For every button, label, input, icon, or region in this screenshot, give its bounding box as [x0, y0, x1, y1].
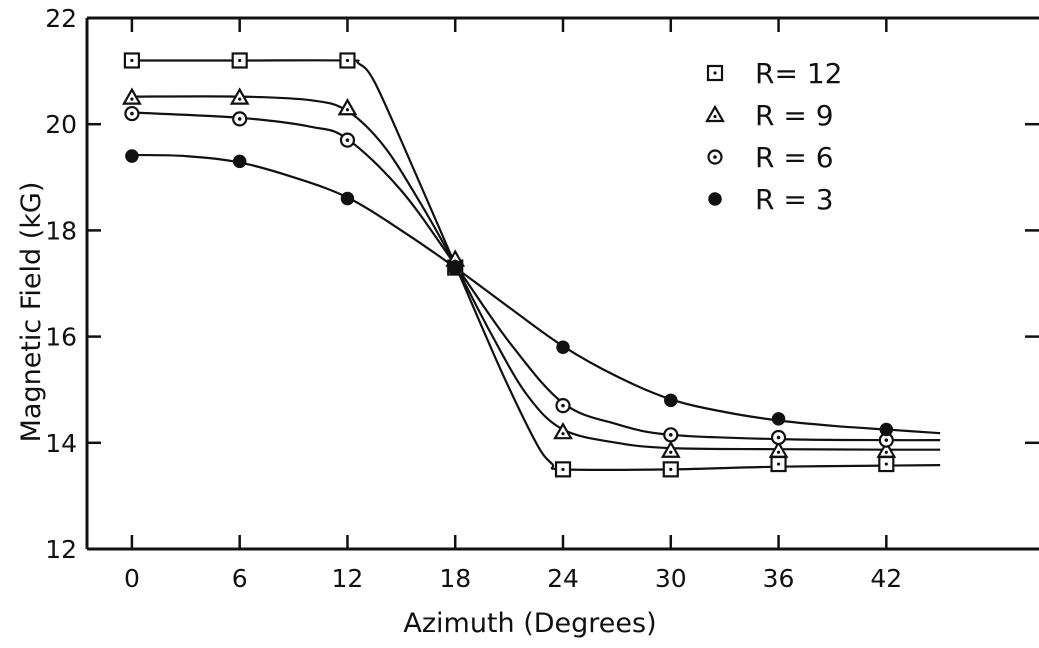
- data-point-square: [231, 52, 248, 69]
- data-point-triangle: [660, 440, 681, 458]
- legend-label-circle: R = 6: [755, 141, 834, 174]
- data-point-square: [878, 455, 895, 473]
- y-tick-label: 14: [45, 429, 77, 458]
- data-point-triangle: [229, 87, 250, 105]
- circle-marker-dot: [130, 111, 134, 116]
- square-marker-dot: [669, 467, 673, 471]
- legend-marker-filled-circle: [708, 192, 722, 206]
- data-point-circle: [770, 429, 787, 446]
- series-curve-filled-circle: [131, 153, 941, 435]
- y-tick-label: 20: [45, 110, 77, 139]
- circle-marker-dot: [345, 138, 350, 142]
- data-point-filled-circle: [232, 154, 247, 169]
- y-axis-title: Magnetic Field (kG): [16, 182, 47, 443]
- circle-marker-dot: [776, 435, 781, 440]
- data-point-filled-circle: [771, 412, 786, 426]
- data-point-filled-circle: [556, 340, 570, 354]
- triangle-marker-outline: [768, 440, 789, 458]
- filled-circle-marker: [232, 154, 247, 169]
- markers: [122, 52, 897, 478]
- triangle-marker-dot: [130, 97, 134, 101]
- data-point-circle: [555, 398, 571, 414]
- filled-circle-marker: [879, 422, 894, 437]
- legend-label-square: R= 12: [755, 57, 842, 90]
- square-marker-dot: [776, 462, 781, 466]
- axes: 0 6 12 18 24 30 36 42 12 14 16 18 20 22: [45, 4, 1039, 593]
- x-tick-label: 0: [124, 564, 140, 593]
- x-tick-label: 18: [439, 564, 471, 593]
- legend-label-filled-circle: R = 3: [755, 183, 834, 216]
- data-point-filled-circle: [664, 393, 678, 408]
- data-point-circle: [124, 105, 140, 122]
- filled-circle-marker: [771, 412, 786, 426]
- triangle-marker-dot: [345, 108, 350, 112]
- data-point-filled-circle: [879, 422, 894, 437]
- data-point-square: [770, 455, 787, 473]
- x-tick-label: 30: [655, 564, 687, 593]
- triangle-marker-dot: [561, 432, 565, 436]
- data-point-square: [662, 461, 679, 478]
- filled-circle-marker: [556, 340, 570, 354]
- legend-marker-square: [706, 64, 724, 82]
- x-axis-title: Azimuth (Degrees): [403, 608, 656, 639]
- triangle-marker-outline: [122, 87, 142, 105]
- y-tick-label: 12: [45, 535, 77, 564]
- data-point-filled-circle: [340, 191, 355, 206]
- legend-marker-circle: [707, 149, 723, 165]
- data-point-triangle: [337, 98, 358, 116]
- triangle-marker-dot: [713, 114, 717, 119]
- data-point-triangle: [768, 440, 789, 458]
- x-tick-label: 42: [870, 564, 902, 593]
- data-point-triangle: [553, 421, 573, 440]
- filled-circle-marker: [664, 393, 678, 408]
- triangle-marker-dot: [669, 450, 673, 454]
- data-point-circle: [663, 427, 679, 443]
- circle-marker-dot: [561, 403, 565, 408]
- data-point-triangle: [122, 87, 142, 105]
- filled-circle-marker: [708, 192, 722, 206]
- triangle-marker-outline: [876, 440, 897, 458]
- square-marker-dot: [713, 71, 717, 75]
- data-point-filled-circle: [125, 149, 139, 163]
- square-marker-dot: [238, 58, 242, 63]
- data-point-circle: [339, 132, 356, 148]
- filled-circle-marker: [125, 149, 139, 163]
- data-point-triangle: [876, 440, 897, 458]
- circle-marker-dot: [713, 155, 717, 159]
- square-marker-dot: [884, 462, 888, 466]
- x-tick-label: 36: [763, 564, 795, 593]
- data-point-circle: [232, 111, 248, 127]
- triangle-marker-outline: [705, 104, 725, 123]
- legend: R= 12 R = 9 R = 6 R = 3: [705, 57, 842, 216]
- triangle-marker-dot: [884, 450, 888, 454]
- x-tick-label: 24: [547, 564, 579, 593]
- x-tick-label: 12: [332, 564, 364, 593]
- y-tick-label: 18: [45, 216, 77, 245]
- triangle-marker-outline: [229, 87, 250, 105]
- filled-circle-marker: [448, 260, 462, 275]
- triangle-marker-dot: [238, 97, 242, 101]
- filled-circle-marker: [340, 191, 355, 206]
- triangle-marker-outline: [553, 421, 573, 440]
- y-tick-label: 22: [45, 4, 77, 33]
- square-marker-dot: [345, 58, 350, 63]
- data-point-square: [339, 52, 356, 69]
- circle-marker-dot: [237, 117, 242, 121]
- legend-marker-triangle: [705, 104, 725, 123]
- data-point-square: [123, 52, 141, 69]
- data-point-square: [554, 461, 572, 478]
- square-marker-dot: [130, 58, 134, 63]
- triangle-marker-outline: [660, 440, 681, 458]
- data-point-filled-circle: [448, 260, 462, 275]
- series-curve-triangle: [131, 95, 941, 451]
- y-tick-label: 16: [45, 323, 77, 352]
- legend-label-triangle: R = 9: [755, 99, 834, 132]
- triangle-marker-dot: [776, 450, 781, 454]
- circle-marker-dot: [668, 433, 673, 437]
- triangle-marker-outline: [337, 98, 358, 116]
- x-tick-label: 6: [232, 564, 248, 593]
- square-marker-dot: [561, 467, 565, 471]
- circle-marker-dot: [884, 438, 889, 442]
